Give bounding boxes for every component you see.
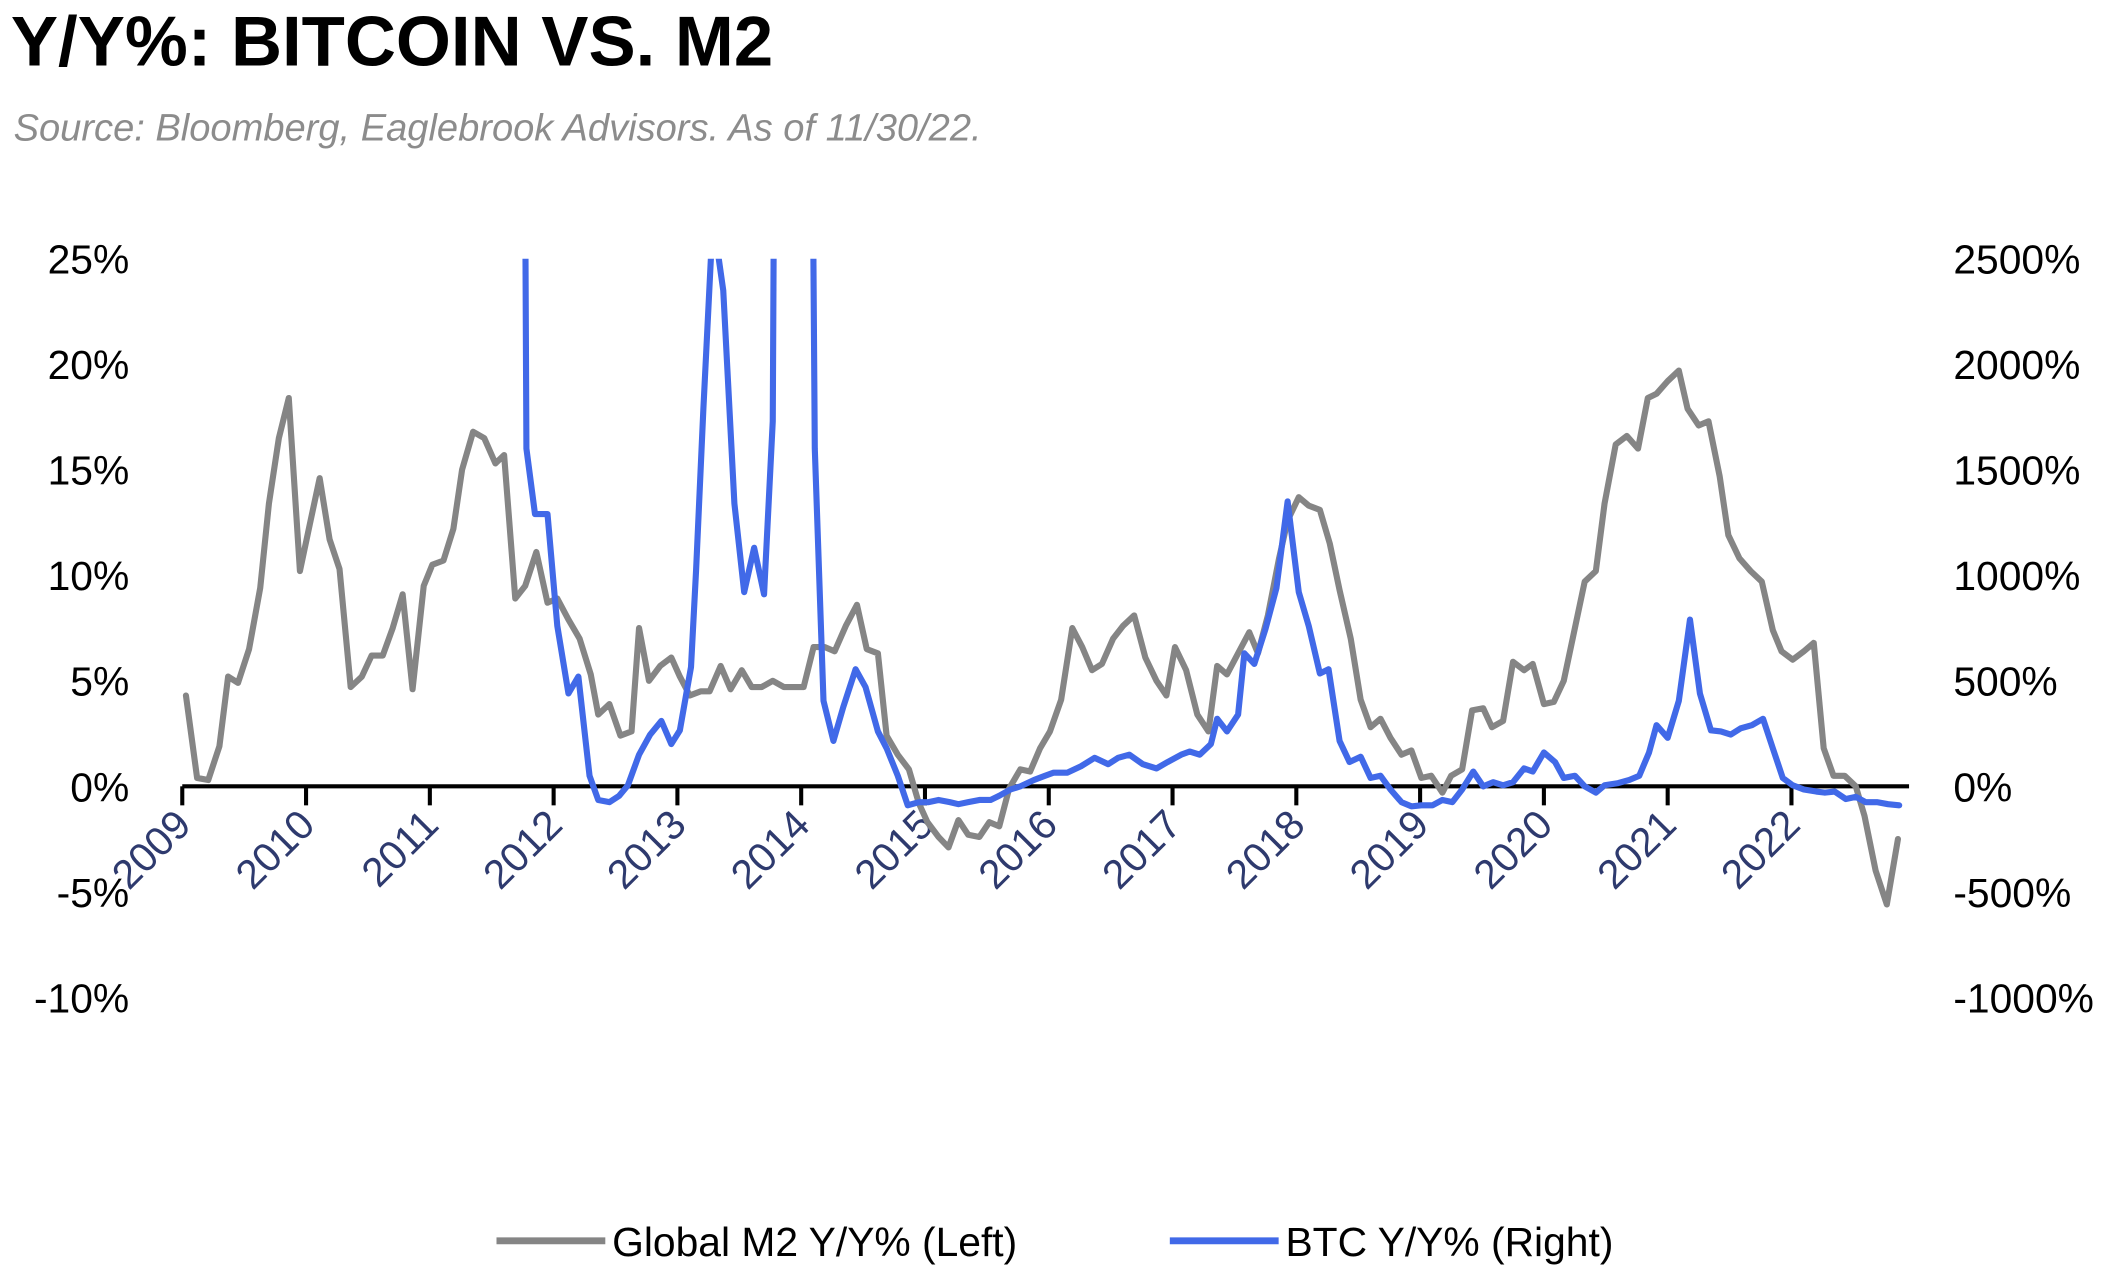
left-tick-label: -10% <box>34 975 129 1021</box>
left-tick-label: 25% <box>48 237 130 283</box>
legend-item-m2: Global M2 Y/Y% (Left) <box>496 1219 1017 1265</box>
left-tick-label: 0% <box>70 764 129 810</box>
legend-label-m2: Global M2 Y/Y% (Left) <box>612 1219 1017 1265</box>
series-line-global-m2 <box>182 367 1902 908</box>
right-tick-label: -1000% <box>1953 975 2094 1021</box>
right-tick-label: 2000% <box>1953 342 2080 388</box>
x-tick-label: 2011 <box>353 801 448 896</box>
left-tick-label: 10% <box>48 553 130 599</box>
left-tick-label: 20% <box>48 342 130 388</box>
legend-item-btc: BTC Y/Y% (Right) <box>1169 1219 1613 1265</box>
right-tick-label: 2500% <box>1953 237 2080 283</box>
left-axis: 25% 20% 15% 10% 5% 0% -5% -10% <box>34 237 129 1022</box>
x-tick-label: 2010 <box>227 801 324 898</box>
x-tick-label: 2014 <box>722 801 819 898</box>
x-tick-label: 2019 <box>1341 801 1438 898</box>
right-tick-label: 0% <box>1953 764 2012 810</box>
right-tick-label: -500% <box>1953 870 2071 916</box>
left-tick-label: -5% <box>57 870 130 916</box>
x-tick-label: 2018 <box>1217 801 1314 898</box>
left-tick-label: 15% <box>48 448 130 494</box>
chart-title: Y/Y%: BITCOIN VS. M2 <box>11 2 773 81</box>
x-tick-label: 2017 <box>1093 801 1190 898</box>
series-line-btc <box>522 258 1903 810</box>
x-tick-label: 2012 <box>474 801 571 898</box>
right-tick-label: 1500% <box>1953 448 2080 494</box>
legend-label-btc: BTC Y/Y% (Right) <box>1285 1219 1613 1265</box>
right-tick-label: 500% <box>1953 659 2057 705</box>
right-tick-label: 1000% <box>1953 553 2080 599</box>
series-layer <box>182 258 1903 908</box>
x-tick-label: 2013 <box>598 801 695 898</box>
right-axis: 2500% 2000% 1500% 1000% 500% 0% -500% -1000% <box>1953 237 2094 1022</box>
left-tick-label: 5% <box>70 659 129 705</box>
chart-subtitle: Source: Bloomberg, Eaglebrook Advisors. … <box>14 107 982 149</box>
x-tick-label: 2022 <box>1712 801 1809 898</box>
x-tick-label: 2020 <box>1464 801 1561 898</box>
legend: Global M2 Y/Y% (Left) BTC Y/Y% (Right) <box>496 1219 1613 1265</box>
x-tick-label: 2021 <box>1588 801 1685 898</box>
x-tick-label: 2016 <box>969 801 1066 898</box>
